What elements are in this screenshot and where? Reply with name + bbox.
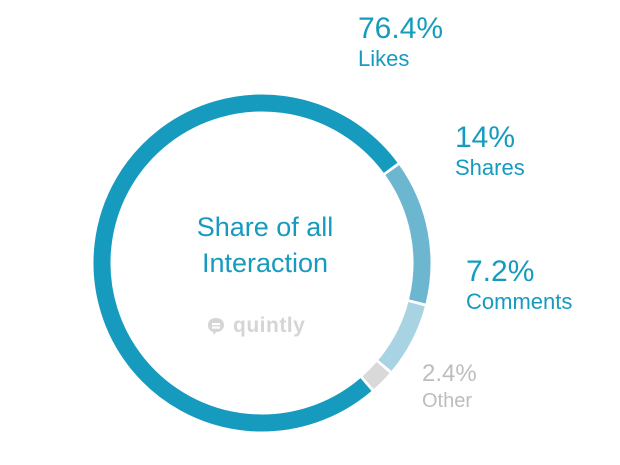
arc-likes bbox=[93, 94, 398, 432]
center-title-line-2: Interaction bbox=[201, 248, 329, 278]
callout-other: 2.4% Other bbox=[422, 360, 477, 414]
center-title: Share of all Interaction bbox=[135, 209, 395, 281]
callout-comments: 7.2% Comments bbox=[466, 255, 572, 315]
comments-percent: 7.2% bbox=[466, 255, 535, 288]
likes-percent: 76.4% bbox=[358, 12, 444, 45]
center-title-line-1: Share of all bbox=[196, 212, 334, 242]
quintly-logo-icon bbox=[208, 318, 224, 335]
comments-label: Comments bbox=[466, 289, 573, 314]
shares-percent: 14% bbox=[455, 121, 516, 154]
callout-likes: 76.4% Likes bbox=[358, 12, 443, 72]
likes-label: Likes bbox=[358, 46, 410, 71]
other-percent: 2.4% bbox=[422, 360, 477, 387]
watermark-text: quintly bbox=[233, 314, 306, 337]
callout-shares: 14% Shares bbox=[455, 121, 525, 181]
other-label: Other bbox=[422, 390, 473, 412]
shares-label: Shares bbox=[455, 155, 525, 180]
arc-other bbox=[362, 361, 390, 390]
quintly-watermark: quintly bbox=[205, 314, 305, 338]
arc-comments bbox=[378, 301, 425, 371]
arc-shares bbox=[385, 165, 431, 304]
